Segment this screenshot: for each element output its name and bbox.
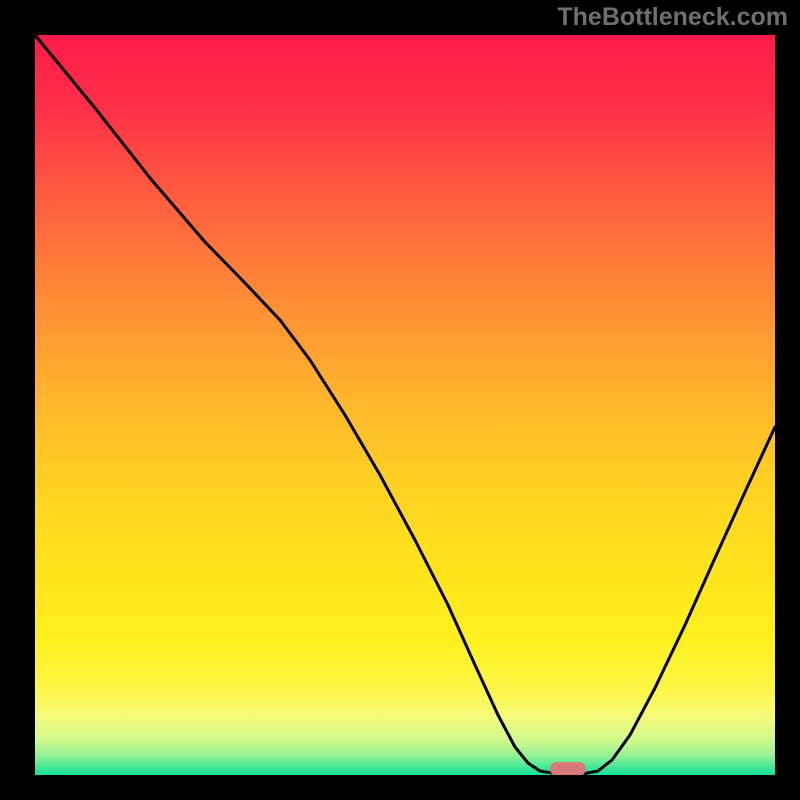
border-left <box>0 35 35 775</box>
optimal-marker <box>550 762 586 776</box>
bottleneck-curve <box>0 0 800 800</box>
watermark-text: TheBottleneck.com <box>557 3 788 32</box>
chart-frame: TheBottleneck.com <box>0 0 800 800</box>
border-right <box>775 35 800 775</box>
border-bottom <box>0 775 800 800</box>
